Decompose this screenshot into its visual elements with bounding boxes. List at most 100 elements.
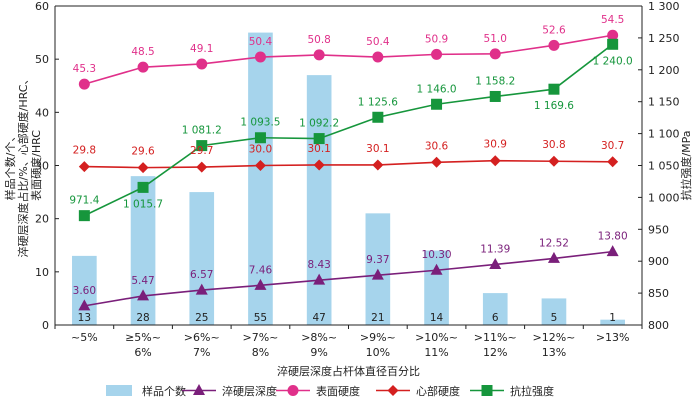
series-1-label-5: 50.4	[366, 36, 390, 48]
series-1-point-2	[196, 58, 208, 70]
legend-label-3: 心部硬度	[416, 384, 460, 398]
bar-8	[541, 298, 567, 325]
x-tick-label-6: >10%~ 11%	[415, 331, 458, 359]
series-1-label-1: 48.5	[131, 46, 154, 58]
series-0-label-6: 10.30	[422, 249, 452, 261]
series-3-label-3: 1 093.5	[240, 117, 280, 129]
axes-layer: 0 10 20 30 40 50 60 800 850 900 950 1 000 1 050 1 100…	[35, 0, 680, 359]
series-3-point-9	[607, 38, 619, 50]
y-left-tick-label-4: 40	[35, 106, 49, 119]
bar-9	[600, 319, 625, 325]
series-0-point-2	[195, 283, 208, 295]
x-tick-label-7: >11%~ 12%	[474, 331, 517, 359]
series-3-label-9: 1 240.0	[593, 55, 633, 67]
bar-label-7: 6	[492, 312, 499, 324]
series-0-label-1: 5.47	[131, 275, 154, 287]
series-0-point-6	[430, 263, 443, 275]
y-right-tick-label-8: 1 200	[648, 64, 680, 77]
series-3-point-7	[489, 90, 501, 102]
series-2-point-4	[313, 159, 325, 171]
x-tick-label-3: >7%~ 8%	[243, 331, 279, 359]
y-right-tick-label-2: 900	[648, 255, 669, 268]
legend-label-1: 淬硬层深度	[222, 384, 277, 398]
x-tick-label-2: >6%~ 7%	[184, 331, 220, 359]
series-2-label-7: 30.9	[484, 139, 507, 151]
bar-7	[482, 293, 508, 325]
bar-label-9: 1	[609, 312, 616, 324]
series-1-label-6: 50.9	[425, 33, 448, 45]
series-2-point-2	[196, 161, 208, 173]
bar-label-8: 5	[551, 312, 558, 324]
series-0-label-2: 6.57	[190, 269, 213, 281]
series-3-label-7: 1 158.2	[475, 75, 515, 87]
series-0-label-7: 11.39	[480, 243, 510, 255]
series-1-point-0	[78, 78, 90, 90]
series-1-point-6	[431, 48, 443, 60]
series-3-point-3	[254, 132, 266, 144]
series-2-point-5	[372, 159, 384, 171]
series-1-point-9	[607, 29, 619, 41]
series-0-label-9: 13.80	[598, 231, 628, 243]
y-left-tick-label-3: 30	[35, 160, 49, 173]
series-2-label-9: 30.7	[601, 140, 624, 152]
series-1-point-1	[137, 61, 149, 73]
series-2-point-0	[78, 161, 90, 173]
y-right-tick-label-7: 1 150	[648, 96, 680, 109]
series-1-point-8	[548, 39, 560, 51]
series-2-label-6: 30.6	[425, 140, 449, 152]
series-1-point-7	[489, 48, 501, 60]
series-2-label-1: 29.6	[131, 146, 155, 158]
y-axis-right-title: 抗拉强度/MPa	[679, 130, 693, 200]
series-2-label-3: 30.0	[249, 144, 272, 156]
legend-label-0: 样品个数	[142, 384, 186, 398]
series-1-label-2: 49.1	[190, 43, 213, 55]
bar-label-2: 25	[195, 312, 208, 324]
x-tick-label-9: >13%	[596, 331, 630, 344]
y-left-tick-label-6: 60	[35, 0, 49, 13]
bar-label-3: 55	[254, 312, 267, 324]
bar-6	[424, 250, 449, 325]
series-1-point-4	[313, 49, 325, 61]
bar-4	[306, 75, 332, 325]
series-0-label-4: 8.43	[307, 259, 330, 271]
series-2-label-5: 30.1	[366, 143, 389, 155]
series-1-label-9: 54.5	[601, 14, 624, 26]
x-tick-label-4: >8%~ 9%	[301, 331, 337, 359]
series-0-point-4	[313, 273, 326, 285]
series-2-label-0: 29.8	[73, 145, 96, 157]
legend-marker-1	[193, 384, 205, 395]
legend-marker-3	[387, 385, 399, 396]
series-0-point-9	[606, 245, 619, 257]
y-right-tick-label-0: 800	[648, 319, 669, 332]
series-0-label-8: 12.52	[539, 237, 569, 249]
series-3-label-2: 1 081.2	[182, 125, 222, 137]
bar-label-0: 13	[78, 312, 91, 324]
series-3-point-0	[78, 210, 90, 222]
y-left-tick-label-0: 0	[42, 319, 49, 332]
series-2-point-7	[489, 155, 501, 167]
series-0-point-5	[371, 268, 384, 280]
bar-label-5: 21	[371, 312, 384, 324]
y-right-tick-label-9: 1 250	[648, 32, 680, 45]
series-2-label-8: 30.8	[542, 139, 565, 151]
series-0-point-3	[254, 278, 267, 290]
series-3-label-5: 1 125.6	[358, 96, 398, 108]
y-left-tick-label-1: 10	[35, 266, 49, 279]
x-tick-label-8: >12%~ 13%	[533, 331, 576, 359]
series-3-point-2	[196, 140, 208, 152]
series-3-label-1: 1 015.7	[123, 198, 163, 210]
y-right-tick-label-1: 850	[648, 287, 669, 300]
series-2-label-2: 29.7	[190, 145, 213, 157]
y-left-title-line-1: 淬硬层深度占比/%、心部硬度/HRC、	[16, 74, 30, 258]
series-3-point-5	[372, 111, 384, 123]
lines-layer	[78, 29, 619, 311]
legend-label-2: 表面硬度	[316, 384, 360, 398]
series-0-point-7	[489, 257, 502, 269]
legend-swatch-0	[106, 385, 132, 396]
bar-label-4: 47	[312, 312, 325, 324]
y-left-title-line-2: 表面硬度/HRC	[29, 130, 43, 201]
y-left-tick-label-5: 50	[35, 53, 49, 66]
series-line-3	[84, 43, 614, 217]
series-0-label-3: 7.46	[249, 264, 273, 276]
y-right-tick-label-6: 1 100	[648, 128, 680, 141]
